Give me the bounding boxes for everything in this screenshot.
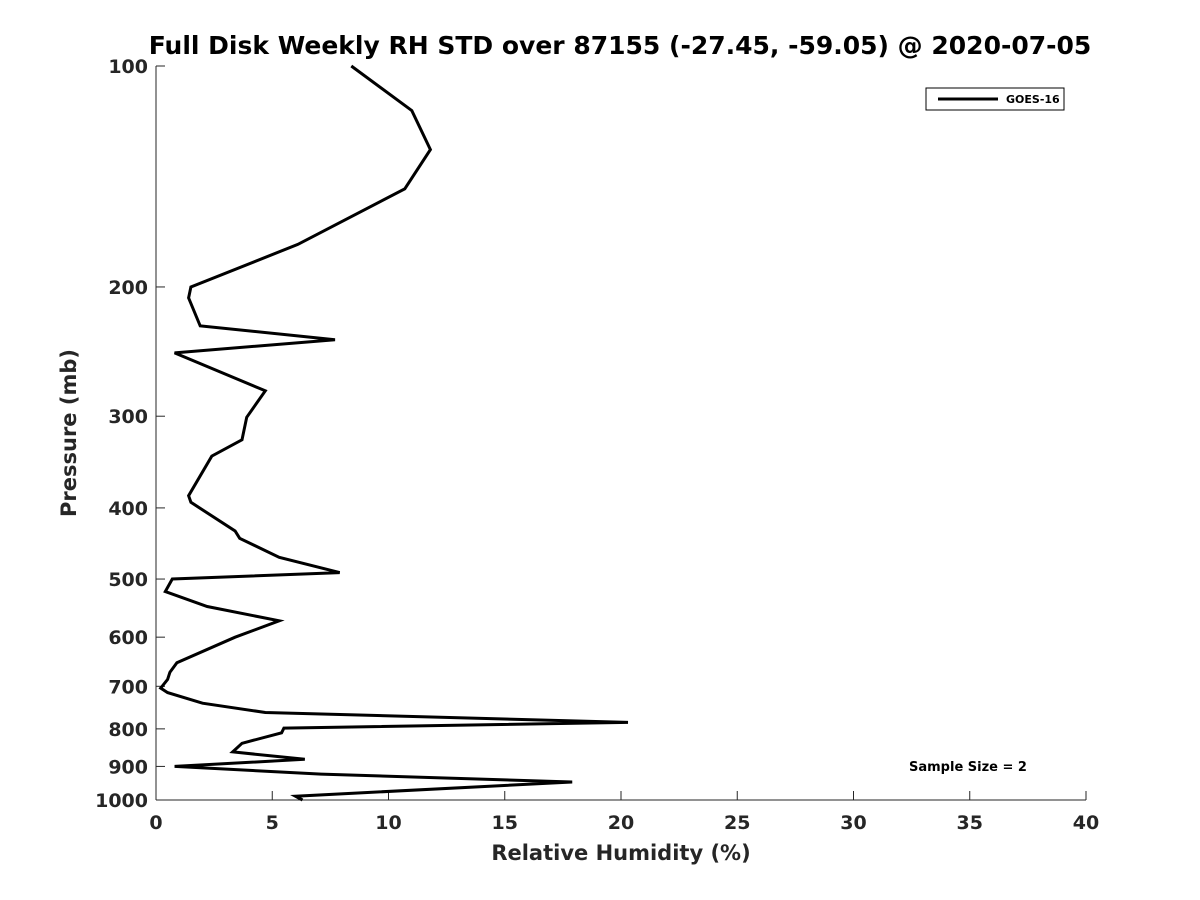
y-axis-label: Pressure (mb) [57, 349, 81, 517]
y-axis-ticks: 100 200 300 400 500 600 700 800 900 1000 [95, 56, 165, 812]
y-tick-label: 1000 [95, 790, 148, 812]
x-tick-label: 20 [608, 812, 634, 834]
y-tick-label: 600 [108, 627, 148, 649]
y-tick-label: 700 [108, 676, 148, 698]
y-tick-label: 400 [108, 498, 148, 520]
x-tick-label: 10 [375, 812, 401, 834]
y-tick-label: 500 [108, 569, 148, 591]
legend: GOES-16 [925, 87, 1065, 111]
x-tick-label: 0 [149, 812, 162, 834]
x-axis-label: Relative Humidity (%) [491, 841, 750, 865]
x-axis-ticks: 0 5 10 15 20 25 30 35 40 [149, 791, 1099, 834]
sample-size-annotation: Sample Size = 2 [909, 760, 1027, 775]
chart-title: Full Disk Weekly RH STD over 87155 (-27.… [149, 31, 1092, 60]
x-tick-label: 5 [266, 812, 279, 834]
legend-entry-goes-16: GOES-16 [1006, 93, 1060, 106]
series-line-goes-16 [158, 64, 629, 802]
x-tick-label: 35 [957, 812, 983, 834]
y-tick-label: 200 [108, 277, 148, 299]
x-tick-label: 30 [840, 812, 866, 834]
x-tick-label: 25 [724, 812, 750, 834]
x-tick-label: 15 [492, 812, 518, 834]
y-tick-label: 100 [108, 56, 148, 78]
y-tick-label: 300 [108, 406, 148, 428]
x-tick-label: 40 [1073, 812, 1099, 834]
y-tick-label: 900 [108, 756, 148, 778]
y-tick-label: 800 [108, 719, 148, 741]
